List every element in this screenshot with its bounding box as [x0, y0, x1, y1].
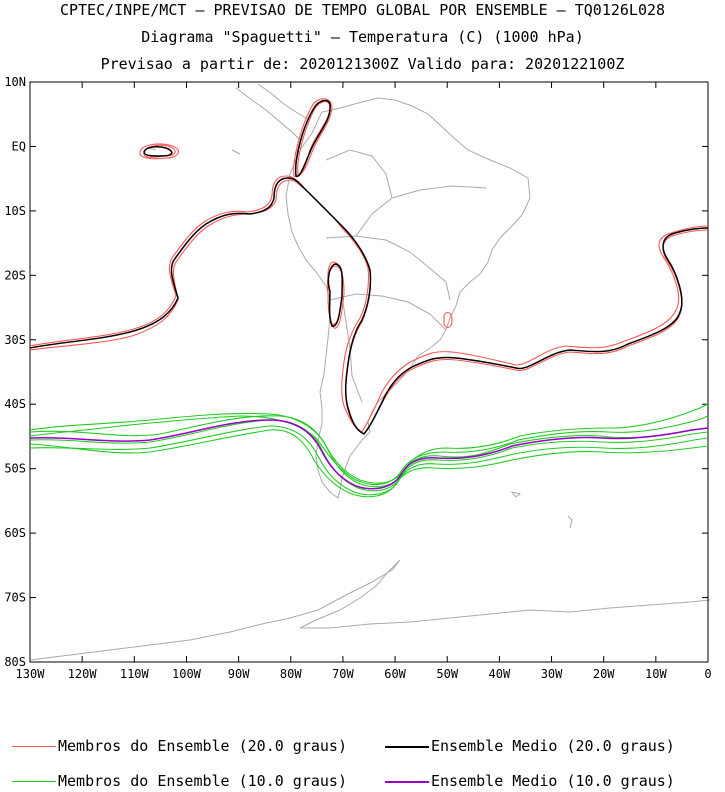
mean20-loop-chile: [294, 99, 331, 177]
ensemble-map: 10N EQ 10S 20S 30S 40S 50S 60S 70S 80S 130W 120W 11…: [4, 75, 712, 681]
lon-label: 50W: [436, 667, 458, 681]
mean20-main-contour: [29, 177, 709, 435]
lat-label: 50S: [4, 462, 26, 476]
central-america-coast: [235, 83, 307, 141]
antarctica-coast: [29, 559, 711, 661]
lat-label: EQ: [12, 139, 26, 153]
lon-label: 40W: [489, 667, 511, 681]
south-america-coast: [285, 97, 531, 499]
lon-label: 60W: [384, 667, 406, 681]
lon-label-layer: 130W 120W 110W 100W 90W 80W 70W 60W 50W 40W 30W 20W…: [16, 667, 712, 681]
member10-contour-f: [29, 403, 709, 484]
lon-label: 30W: [541, 667, 563, 681]
coastline-layer: [29, 83, 711, 661]
lat-label: 80S: [4, 655, 26, 669]
member10-contour-a: [29, 415, 709, 488]
border-lines: [325, 149, 487, 403]
legend-swatch-members-20: [12, 746, 56, 747]
legend-mean-10: Ensemble Medio (10.0 graus): [385, 771, 675, 791]
lon-label: 130W: [16, 667, 46, 681]
lon-label: 10W: [645, 667, 667, 681]
lat-label: 20S: [4, 268, 26, 282]
legend-swatch-members-10: [12, 781, 56, 782]
lon-label: 120W: [68, 667, 98, 681]
lat-label-layer: 10N EQ 10S 20S 30S 40S 50S 60S 70S 80S: [4, 75, 26, 669]
title-line-1: CPTEC/INPE/MCT – PREVISAO DE TEMPO GLOBA…: [59, 1, 666, 19]
mean20-blob-pacific: [143, 146, 173, 157]
legend-members-20: Membros do Ensemble (20.0 graus): [12, 736, 347, 756]
lat-label: 70S: [4, 591, 26, 605]
legend-members-10: Membros do Ensemble (10.0 graus): [12, 771, 347, 791]
legend-label-members-10: Membros do Ensemble (10.0 graus): [58, 772, 347, 790]
legend-swatch-mean-10: [385, 780, 429, 783]
lat-label: 60S: [4, 526, 26, 540]
lon-label: 90W: [228, 667, 250, 681]
islands: [147, 147, 573, 529]
ensemble-mean-10-layer: [29, 419, 709, 490]
lon-label: 70W: [332, 667, 354, 681]
lon-label: 80W: [280, 667, 302, 681]
member20-blob-pacific-2: [143, 144, 176, 158]
member10-contour-e: [29, 429, 709, 498]
lat-label: 10N: [4, 75, 26, 89]
title-line-2: Diagrama "Spaguetti" – Temperatura (C) (…: [141, 28, 584, 46]
lon-label: 110W: [120, 667, 150, 681]
lon-label: 100W: [172, 667, 202, 681]
lat-label: 30S: [4, 333, 26, 347]
legend-label-mean-20: Ensemble Medio (20.0 graus): [431, 737, 675, 755]
member10-contour-c: [29, 425, 709, 496]
tick-layer: [29, 81, 709, 663]
member20-blob-pacific: [139, 143, 180, 160]
member20-loop-chile-2: [293, 98, 333, 178]
mean10-contour: [29, 419, 709, 490]
member10-contour-d: [29, 415, 709, 486]
ensemble-mean-20-layer: [29, 99, 709, 435]
member20-loop-chile: [297, 100, 331, 175]
legend-label-members-20: Membros do Ensemble (20.0 graus): [58, 737, 347, 755]
lat-label: 40S: [4, 397, 26, 411]
legend-swatch-mean-20: [385, 745, 429, 748]
member10-contour-b: [29, 419, 709, 492]
mean20-blob-andes: [327, 263, 343, 327]
lon-label: 0: [704, 667, 711, 681]
title-line-3: Previsao a partir de: 2020121300Z Valido…: [100, 55, 625, 73]
member20-blob-brazil: [443, 311, 453, 329]
legend-mean-20: Ensemble Medio (20.0 graus): [385, 736, 675, 756]
member20-main-contour: [29, 175, 709, 433]
legend-label-mean-10: Ensemble Medio (10.0 graus): [431, 772, 675, 790]
ensemble-members-10-layer: [29, 403, 709, 498]
lon-label: 20W: [593, 667, 615, 681]
map-frame: [29, 81, 709, 663]
lat-label: 10S: [4, 204, 26, 218]
